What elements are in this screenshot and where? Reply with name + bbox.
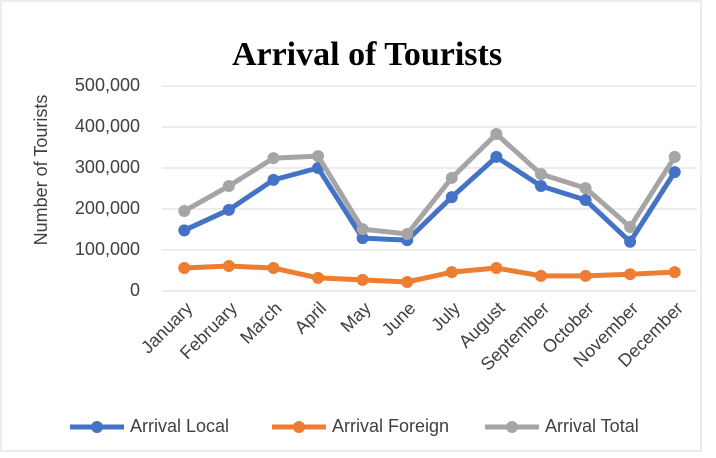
data-point — [178, 262, 191, 275]
data-point — [178, 205, 191, 218]
data-point — [668, 266, 681, 279]
data-point — [401, 275, 414, 288]
data-point — [222, 259, 235, 272]
series-line — [183, 131, 677, 237]
data-point — [490, 262, 503, 275]
data-point — [222, 180, 235, 193]
data-point — [579, 193, 592, 206]
data-point — [445, 266, 458, 279]
data-point — [356, 232, 369, 245]
legend-marker — [293, 421, 305, 433]
data-point — [624, 268, 637, 281]
legend-marker — [91, 421, 103, 433]
data-point — [267, 173, 280, 186]
legend-label: Arrival Foreign — [332, 416, 449, 436]
data-point — [178, 224, 191, 237]
data-point — [534, 269, 547, 282]
data-point — [445, 171, 458, 184]
data-point — [534, 168, 547, 181]
data-point — [312, 271, 325, 284]
data-point — [668, 166, 681, 179]
data-point — [267, 262, 280, 275]
series-line — [183, 154, 677, 245]
y-axis-label: Number of Tourists — [31, 95, 51, 246]
data-point — [579, 269, 592, 282]
data-point — [490, 127, 503, 140]
y-tick-label: 100,000 — [75, 239, 140, 259]
series-line — [184, 263, 675, 285]
y-tick-label: 0 — [130, 280, 140, 300]
data-point — [356, 273, 369, 286]
data-point — [356, 223, 369, 236]
y-tick-label: 500,000 — [75, 75, 140, 95]
data-point — [624, 221, 637, 234]
data-point — [579, 182, 592, 195]
legend-marker — [506, 421, 518, 433]
data-point — [312, 150, 325, 163]
chart-title: Arrival of Tourists — [232, 36, 502, 73]
data-point — [222, 203, 235, 216]
legend-label: Arrival Total — [545, 416, 639, 436]
data-point — [445, 191, 458, 204]
y-tick-label: 200,000 — [75, 198, 140, 218]
data-point — [668, 150, 681, 163]
data-point — [401, 228, 414, 241]
data-point — [534, 180, 547, 193]
chart-border — [0, 0, 702, 452]
data-point — [624, 235, 637, 248]
data-point — [490, 150, 503, 163]
y-tick-label: 400,000 — [75, 116, 140, 136]
legend-label: Arrival Local — [130, 416, 229, 436]
y-tick-label: 300,000 — [75, 157, 140, 177]
data-point — [267, 152, 280, 165]
